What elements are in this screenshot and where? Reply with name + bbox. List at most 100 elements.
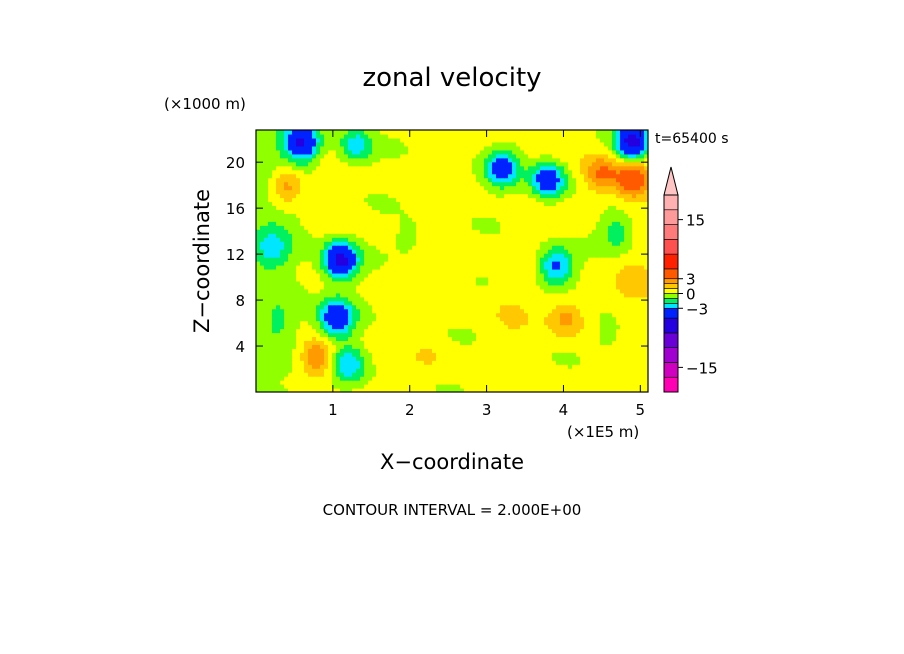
- field-cell: [396, 209, 401, 214]
- field-cell: [464, 245, 469, 250]
- field-cell: [380, 272, 385, 278]
- field-cell: [524, 300, 529, 306]
- field-cell: [636, 296, 641, 302]
- field-cell: [508, 368, 513, 373]
- field-cell: [284, 249, 289, 254]
- field-cell: [360, 292, 365, 298]
- field-cell: [548, 360, 553, 365]
- field-cell: [624, 268, 629, 274]
- field-cell: [304, 356, 309, 361]
- field-cell: [604, 344, 609, 349]
- field-cell: [332, 340, 337, 345]
- field-cell: [300, 205, 305, 210]
- field-cell: [456, 372, 461, 377]
- field-cell: [576, 384, 581, 389]
- field-cell: [324, 201, 329, 207]
- field-cell: [456, 312, 461, 318]
- field-cell: [336, 229, 341, 234]
- field-cell: [344, 388, 349, 392]
- field-cell: [408, 320, 413, 326]
- field-cell: [388, 257, 393, 262]
- field-cell: [492, 332, 497, 338]
- field-cell: [472, 253, 477, 258]
- field-cell: [640, 229, 645, 234]
- field-cell: [460, 233, 465, 238]
- field-cell: [528, 352, 533, 357]
- field-cell: [556, 229, 561, 234]
- field-cell: [552, 320, 557, 326]
- field-cell: [316, 213, 321, 218]
- field-cell: [432, 352, 437, 357]
- field-cell: [324, 217, 329, 222]
- field-cell: [308, 217, 313, 222]
- field-cell: [264, 253, 269, 258]
- field-cell: [456, 241, 461, 246]
- field-cell: [604, 304, 609, 310]
- field-cell: [624, 388, 629, 392]
- field-cell: [632, 237, 637, 242]
- field-cell: [424, 296, 429, 302]
- field-cell: [360, 288, 365, 294]
- field-cell: [608, 380, 613, 385]
- field-cell: [556, 384, 561, 389]
- field-cell: [428, 264, 433, 270]
- field-cell: [360, 233, 365, 238]
- field-cell: [528, 193, 533, 199]
- field-cell: [312, 312, 317, 318]
- field-cell: [532, 348, 537, 353]
- field-cell: [328, 312, 333, 318]
- field-cell: [600, 229, 605, 234]
- field-cell: [388, 272, 393, 278]
- field-cell: [564, 308, 569, 314]
- field-cell: [296, 324, 301, 330]
- field-cell: [580, 264, 585, 270]
- field-cell: [456, 213, 461, 218]
- field-cell: [352, 245, 357, 250]
- field-cell: [392, 348, 397, 353]
- field-cell: [516, 264, 521, 270]
- field-cell: [496, 308, 501, 314]
- field-cell: [280, 376, 285, 381]
- field-cell: [604, 249, 609, 254]
- field-cell: [484, 237, 489, 242]
- field-cell: [536, 300, 541, 306]
- field-cell: [492, 368, 497, 373]
- field-cell: [464, 348, 469, 353]
- field-cell: [448, 372, 453, 377]
- field-cell: [360, 384, 365, 389]
- field-cell: [352, 372, 357, 377]
- field-cell: [428, 384, 433, 389]
- field-cell: [260, 288, 265, 294]
- field-cell: [460, 189, 465, 195]
- field-cell: [544, 324, 549, 330]
- field-cell: [376, 225, 381, 230]
- field-cell: [424, 253, 429, 258]
- field-cell: [284, 272, 289, 278]
- field-cell: [636, 249, 641, 254]
- field-cell: [284, 280, 289, 286]
- field-cell: [428, 201, 433, 207]
- field-cell: [644, 217, 648, 222]
- field-cell: [636, 193, 641, 199]
- field-cell: [636, 352, 641, 357]
- field-cell: [508, 245, 513, 250]
- field-cell: [584, 296, 589, 302]
- field-cell: [496, 253, 501, 258]
- field-cell: [332, 380, 337, 385]
- field-cell: [592, 324, 597, 330]
- field-cell: [580, 300, 585, 306]
- field-cell: [644, 388, 648, 392]
- field-cell: [444, 388, 449, 392]
- field-cell: [520, 249, 525, 254]
- field-cell: [540, 380, 545, 385]
- field-cell: [536, 213, 541, 218]
- field-cell: [456, 193, 461, 199]
- field-cell: [444, 320, 449, 326]
- field-cell: [616, 312, 621, 318]
- field-cell: [320, 296, 325, 302]
- field-cell: [312, 280, 317, 286]
- field-cell: [504, 233, 509, 238]
- field-cell: [440, 217, 445, 222]
- field-cell: [580, 324, 585, 330]
- field-cell: [564, 280, 569, 286]
